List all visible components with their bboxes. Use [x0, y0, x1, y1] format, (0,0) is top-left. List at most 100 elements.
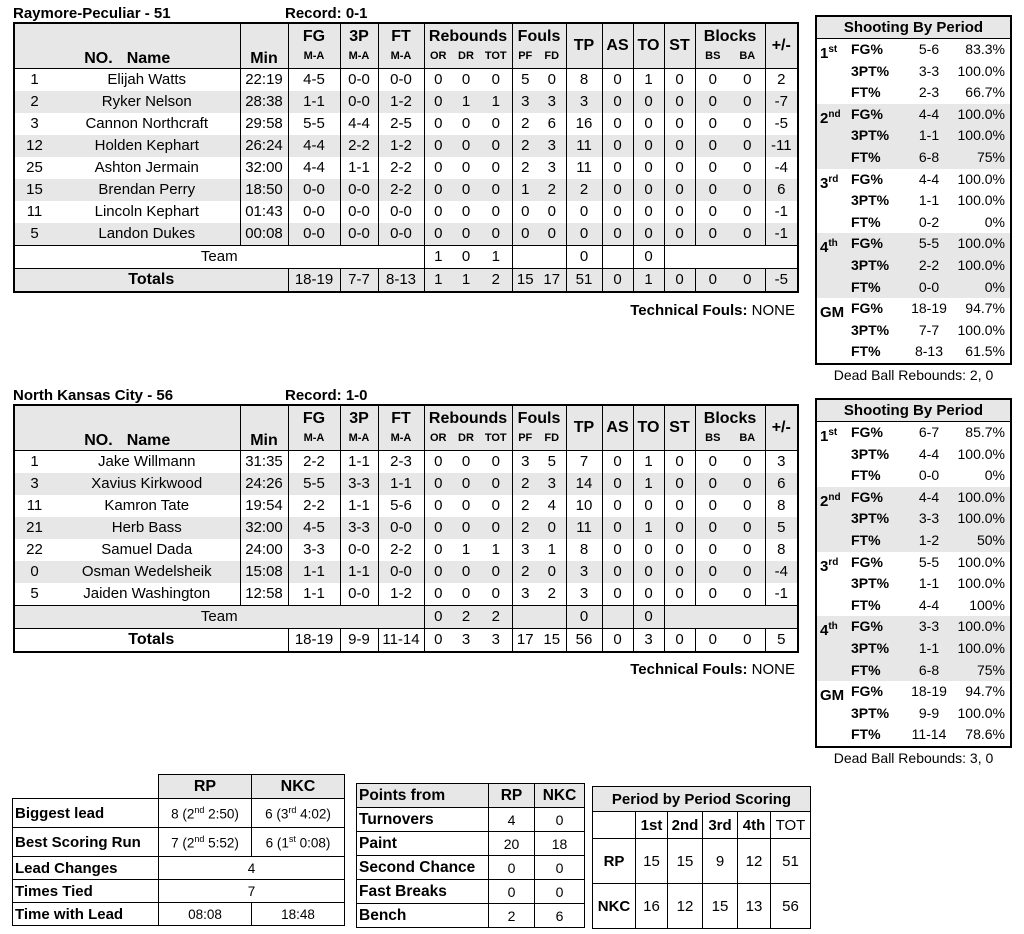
rp-value: 20 — [488, 831, 535, 856]
totals-pm: 5 — [764, 627, 799, 652]
stat-label: 3PT% — [851, 639, 890, 656]
player-row: 11 Lincoln Kephart 01:43 0-0 0-0 0-0 0 0 0 0 0 0 0 0 0… — [14, 200, 799, 223]
player-min: 32:00 — [239, 156, 288, 179]
player-pf: 0 — [511, 200, 538, 223]
player-st: 0 — [663, 449, 696, 473]
player-tot: 1 — [491, 92, 500, 110]
shooting-row: 3PT% 1-1 100.0% — [817, 638, 1010, 660]
player-min: 15:08 — [239, 560, 288, 583]
player-row: 5 Jaiden Washington 12:58 1-1 0-0 1-2 0 0 0 3 2 3 0 0… — [14, 582, 799, 605]
period-label: 4th — [817, 233, 851, 256]
player-ft: 0-0 — [377, 516, 424, 539]
player-bs: 0 — [694, 516, 731, 539]
period-label — [817, 82, 851, 104]
player-name: Herb Bass — [111, 518, 182, 536]
player-fd: 2 — [547, 180, 556, 198]
stat-label: 3PT% — [851, 256, 890, 273]
player-st: 0 — [663, 156, 696, 179]
player-row: 12 Holden Kephart 26:24 4-4 2-2 1-2 0 0 0 2 3 11 0 0 0… — [14, 134, 799, 157]
period-scoring-title-row: Period by Period Scoring — [592, 786, 811, 812]
player-as: 0 — [601, 67, 634, 91]
period-ordinal-suffix: st — [828, 427, 838, 438]
shooting-row: FT% 6-8 75% — [817, 147, 1010, 169]
percentage: 0% — [984, 278, 1005, 295]
totals-ft: 8-13 — [377, 267, 424, 292]
ordinal-suffix: rd — [288, 804, 297, 815]
stat-label: FT% — [851, 278, 881, 295]
player-tp: 8 — [565, 67, 603, 91]
player-ba: 0 — [743, 224, 752, 242]
value-text: 4:02) — [296, 806, 331, 822]
player-pm: 8 — [764, 538, 799, 561]
shooting-row: 3rd FG% 4-4 100.0% — [817, 169, 1010, 192]
team-or: 1 — [423, 244, 452, 268]
made-attempted: 4-4 — [918, 488, 940, 505]
team-rebounds-row: Team 1 0 1 0 0 — [14, 244, 799, 268]
made-attempted: 1-2 — [918, 531, 940, 548]
points-from-row: Turnovers 4 0 — [356, 807, 585, 832]
player-fg: 3-3 — [287, 538, 340, 561]
totals-st: 0 — [663, 267, 696, 292]
player-st: 0 — [663, 200, 696, 223]
totals-dr: 3 — [452, 627, 480, 652]
period-number: 1 — [820, 45, 829, 62]
team2-name: North Kansas City - 56 — [13, 387, 174, 404]
score-value: 15 — [702, 883, 738, 929]
score-value: 15 — [635, 838, 668, 884]
period-label — [817, 125, 851, 147]
player-ba: 0 — [743, 562, 752, 580]
points-from-table: Points from RP NKC Turnovers 4 0 Paint 2… — [356, 783, 585, 928]
stat-label: 3PT% — [851, 445, 890, 462]
col-3rd: 3rd — [702, 811, 738, 839]
player-or: 0 — [423, 582, 452, 605]
shooting-row: 3PT% 4-4 100.0% — [817, 444, 1010, 466]
ordinal-suffix: st — [288, 833, 296, 844]
header-rebounds: Rebounds — [423, 405, 512, 431]
player-row: 2 Ryker Nelson 28:38 1-1 0-0 1-2 0 1 1 3 3 3 0 0 0 0 0 -7 — [14, 90, 799, 113]
stat-label: FG% — [851, 235, 883, 252]
player-tot: 0 — [491, 474, 500, 492]
period-label — [817, 595, 851, 617]
header-st: ST — [663, 23, 696, 68]
period-label — [817, 660, 851, 682]
subheader-tot: TOT — [484, 432, 507, 444]
shooting-period-group: 4th FG% 3-3 100.0% 3PT% 1-1 100.0% FT% 6-8 75% — [817, 616, 1010, 682]
player-as: 0 — [601, 449, 634, 473]
totals-3p: 9-9 — [339, 627, 378, 652]
shooting-row: 3rd FG% 5-5 100.0% — [817, 552, 1010, 575]
shooting-period-group: 4th FG% 5-5 100.0% 3PT% 2-2 100.0% FT% 0-0 0% — [817, 233, 1010, 299]
col-2nd: 2nd — [667, 811, 703, 839]
player-fd: 0 — [547, 562, 556, 580]
totals-pf: 17 — [511, 627, 538, 652]
subheader-pf: PF — [511, 431, 538, 450]
player-as: 0 — [601, 222, 634, 245]
percentage: 100.0% — [957, 62, 1005, 79]
subheader-or: OR — [423, 49, 452, 68]
team1-technical-fouls: Technical Fouls: NONE — [13, 302, 797, 319]
player-pf: 2 — [511, 494, 538, 517]
player-tp: 8 — [565, 538, 603, 561]
player-pf: 2 — [511, 560, 538, 583]
totals-tp: 56 — [565, 627, 603, 652]
player-pm: 6 — [764, 178, 799, 201]
shooting-row: 3PT% 3-3 100.0% — [817, 61, 1010, 83]
team-dr: 0 — [452, 244, 480, 268]
shooting-row: FT% 0-0 0% — [817, 277, 1010, 299]
period-label — [817, 465, 851, 487]
player-p3: 0-0 — [339, 538, 378, 561]
team2-box-score-table: NO. Name Min FG 3P FT Rebounds Fouls TP A… — [13, 404, 800, 653]
team-row-label: Team — [14, 244, 424, 268]
player-to: 0 — [632, 582, 665, 605]
totals-bs: 0 — [694, 627, 731, 652]
player-st: 0 — [663, 90, 696, 113]
player-no: 3 — [30, 474, 39, 492]
player-tot: 0 — [491, 518, 500, 536]
percentage: 100.0% — [957, 445, 1005, 462]
shooting-row: 2nd FG% 4-4 100.0% — [817, 487, 1010, 510]
made-attempted: 11-14 — [911, 726, 947, 743]
col-tot: TOT — [770, 811, 811, 839]
totals-fd: 15 — [538, 627, 567, 652]
player-ft: 0-0 — [377, 200, 424, 223]
player-as: 0 — [601, 516, 634, 539]
lead-changes-row: Lead Changes 4 — [12, 856, 345, 880]
